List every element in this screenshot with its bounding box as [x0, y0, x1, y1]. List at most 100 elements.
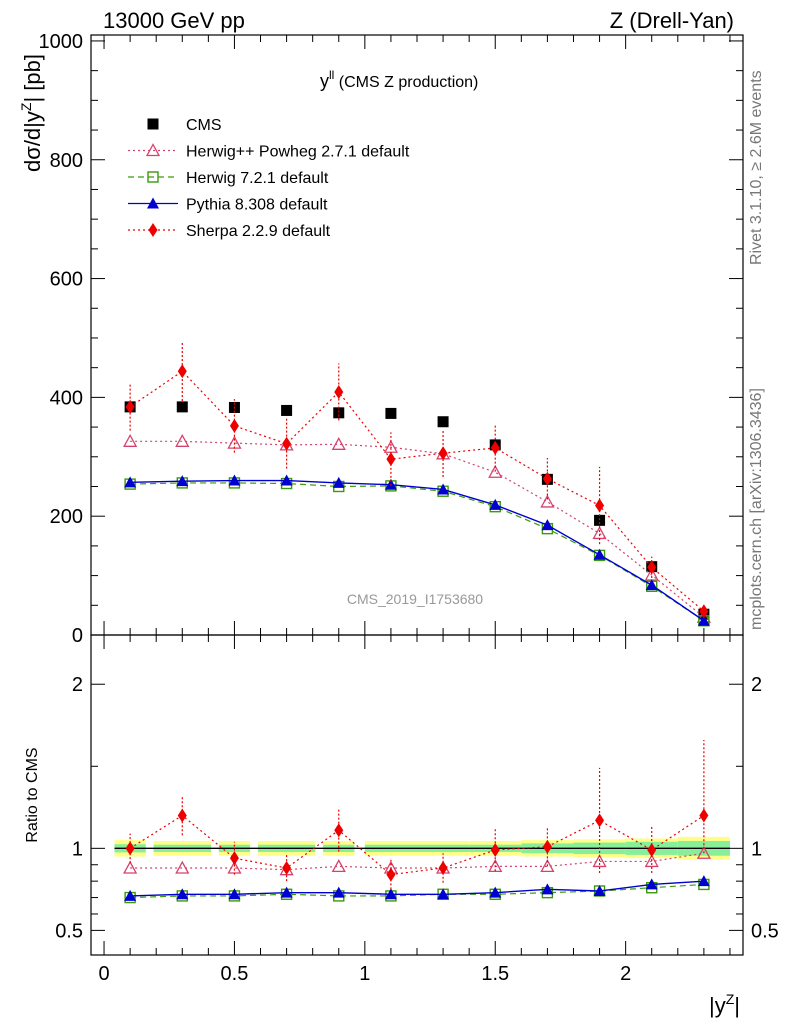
data-point — [176, 401, 188, 413]
ratio-band — [114, 836, 730, 860]
data-point — [123, 433, 138, 447]
series-line — [130, 479, 705, 622]
data-point — [124, 476, 137, 488]
data-point — [595, 498, 605, 513]
data-point — [332, 476, 345, 488]
data-point — [176, 888, 189, 900]
data-point — [281, 404, 293, 416]
legend-label: Pythia 8.308 default — [186, 197, 328, 214]
data-point — [176, 475, 189, 487]
data-point — [385, 407, 397, 419]
data-point — [175, 433, 190, 447]
legend-marker — [147, 197, 159, 209]
data-point — [490, 842, 500, 857]
x-tick-label: 0.5 — [221, 963, 249, 985]
data-point — [645, 878, 658, 890]
data-point — [592, 854, 607, 868]
data-point — [437, 483, 450, 495]
series-pythia — [124, 474, 710, 626]
data-point — [540, 494, 555, 508]
legend-marker — [145, 143, 161, 157]
data-point — [489, 498, 502, 510]
data-point — [229, 418, 239, 433]
series-line — [130, 880, 704, 897]
legend-label: Herwig 7.2.1 default — [186, 170, 329, 187]
data-point — [228, 474, 241, 486]
main-ticks: 0 200 400 600 800 1000 — [39, 31, 743, 647]
data-point — [541, 519, 554, 531]
x-tick-label: 0 — [98, 963, 109, 985]
y-axis-label: dσ/d|yZ| [pb] — [18, 54, 45, 172]
data-point — [334, 823, 344, 838]
data-point — [386, 452, 396, 467]
ratio-y-tick-label-right: 1 — [751, 838, 762, 860]
data-point — [438, 861, 448, 876]
data-point — [645, 579, 658, 591]
ratio-series-layer — [123, 740, 711, 904]
data-point — [647, 842, 657, 857]
x-axis-label: |yZ| — [709, 991, 740, 1018]
data-point — [332, 886, 345, 898]
data-point — [647, 560, 657, 575]
data-point — [331, 859, 346, 873]
data-point — [697, 614, 710, 626]
x-tick-label: 1 — [359, 963, 370, 985]
legend-label: Herwig++ Powheg 2.7.1 default — [186, 144, 410, 161]
data-point — [540, 859, 555, 873]
data-point — [124, 889, 137, 901]
data-point — [594, 514, 606, 526]
data-point — [333, 407, 345, 419]
y-tick-label: 200 — [50, 506, 83, 528]
data-point — [123, 860, 138, 874]
y-tick-label: 800 — [50, 150, 83, 172]
y-tick-label: 600 — [50, 269, 83, 291]
ratio-y-tick-label-right: 2 — [751, 674, 762, 696]
ratio-series-sherpa — [125, 740, 709, 890]
data-point — [542, 471, 552, 486]
legend-marker — [148, 223, 158, 237]
data-point — [542, 839, 552, 854]
data-point — [384, 888, 397, 900]
data-point — [334, 385, 344, 400]
series-line — [129, 814, 705, 876]
data-point — [593, 548, 606, 560]
series-line — [129, 370, 705, 612]
legend-marker — [147, 118, 159, 130]
data-point — [489, 886, 502, 898]
data-point — [386, 867, 396, 882]
plot-title: yll (CMS Z production) — [320, 68, 478, 91]
series-line — [130, 440, 705, 618]
data-point — [331, 436, 346, 450]
y-tick-label: 0 — [72, 625, 83, 647]
data-point — [437, 888, 450, 900]
ratio-series-herwig721 — [124, 878, 710, 904]
series-cms — [124, 401, 710, 620]
data-point — [175, 860, 190, 874]
data-point — [282, 436, 292, 451]
ratio-series-pythia — [124, 875, 710, 901]
x-tick-label: 1.5 — [481, 963, 509, 985]
data-point — [282, 861, 292, 876]
data-point — [125, 841, 135, 856]
ratio-ticks: 0.5 0.5 1 1 2 2 0 0.5 1 1.5 2 — [55, 635, 779, 985]
watermark: CMS_2019_I1753680 — [347, 591, 483, 607]
data-point — [177, 364, 187, 379]
data-point — [699, 808, 709, 823]
y-tick-label: 1000 — [39, 31, 84, 53]
data-point — [228, 888, 241, 900]
process-label: Z (Drell-Yan) — [610, 8, 734, 33]
data-point — [229, 851, 239, 866]
legend: CMS Herwig++ Powheg 2.7.1 default Herwig 7… — [128, 117, 410, 240]
data-point — [437, 416, 449, 428]
data-point — [593, 885, 606, 896]
data-point — [280, 474, 293, 486]
legend-label: CMS — [186, 117, 222, 134]
main-series-layer — [123, 341, 711, 627]
data-point — [644, 854, 659, 868]
legend-marker — [147, 171, 159, 183]
data-point — [696, 845, 711, 859]
data-point — [488, 859, 503, 873]
y-tick-label: 400 — [50, 387, 83, 409]
legend-label: Sherpa 2.2.9 default — [186, 223, 331, 240]
series-line — [130, 883, 704, 899]
